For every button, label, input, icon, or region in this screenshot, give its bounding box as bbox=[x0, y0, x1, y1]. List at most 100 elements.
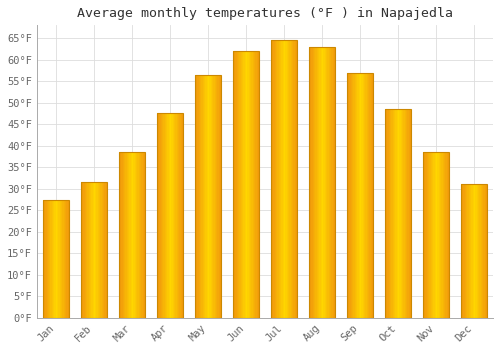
Bar bbox=[346, 72, 348, 318]
Bar bbox=[56, 199, 57, 318]
Bar bbox=[316, 47, 318, 318]
Bar bbox=[200, 75, 201, 318]
Bar bbox=[272, 40, 274, 318]
Bar bbox=[217, 75, 218, 318]
Bar bbox=[126, 152, 128, 318]
Bar bbox=[356, 72, 358, 318]
Bar bbox=[220, 75, 221, 318]
Bar bbox=[426, 152, 428, 318]
Bar bbox=[292, 40, 294, 318]
Bar bbox=[194, 75, 196, 318]
Bar bbox=[472, 184, 474, 318]
Bar bbox=[244, 51, 246, 318]
Bar bbox=[122, 152, 124, 318]
Bar bbox=[178, 113, 179, 318]
Bar bbox=[54, 199, 56, 318]
Bar bbox=[167, 113, 168, 318]
Bar bbox=[92, 182, 94, 318]
Bar bbox=[202, 75, 204, 318]
Bar bbox=[68, 199, 69, 318]
Bar bbox=[44, 199, 45, 318]
Bar bbox=[64, 199, 65, 318]
Bar bbox=[49, 199, 50, 318]
Bar bbox=[238, 51, 240, 318]
Bar bbox=[175, 113, 176, 318]
Bar bbox=[172, 113, 174, 318]
Bar bbox=[348, 72, 350, 318]
Bar bbox=[280, 40, 281, 318]
Bar bbox=[42, 199, 69, 318]
Bar bbox=[322, 47, 324, 318]
Bar bbox=[368, 72, 370, 318]
Bar bbox=[232, 51, 259, 318]
Bar bbox=[474, 184, 476, 318]
Bar bbox=[156, 113, 158, 318]
Bar bbox=[296, 40, 297, 318]
Bar bbox=[168, 113, 170, 318]
Bar bbox=[132, 152, 133, 318]
Bar bbox=[121, 152, 122, 318]
Bar bbox=[406, 109, 407, 318]
Bar bbox=[256, 51, 258, 318]
Bar bbox=[248, 51, 250, 318]
Bar bbox=[204, 75, 205, 318]
Bar bbox=[460, 184, 462, 318]
Bar bbox=[282, 40, 284, 318]
Bar bbox=[82, 182, 83, 318]
Bar bbox=[196, 75, 198, 318]
Bar bbox=[402, 109, 404, 318]
Bar bbox=[255, 51, 256, 318]
Bar bbox=[104, 182, 106, 318]
Bar bbox=[102, 182, 103, 318]
Title: Average monthly temperatures (°F ) in Napajedla: Average monthly temperatures (°F ) in Na… bbox=[77, 7, 453, 20]
Bar bbox=[210, 75, 212, 318]
Bar bbox=[234, 51, 235, 318]
Bar bbox=[394, 109, 396, 318]
Bar bbox=[80, 182, 107, 318]
Bar bbox=[334, 47, 336, 318]
Bar bbox=[57, 199, 58, 318]
Bar bbox=[141, 152, 142, 318]
Bar bbox=[308, 47, 310, 318]
Bar bbox=[444, 152, 446, 318]
Bar bbox=[392, 109, 394, 318]
Bar bbox=[358, 72, 360, 318]
Bar bbox=[386, 109, 388, 318]
Bar bbox=[206, 75, 208, 318]
Bar bbox=[129, 152, 130, 318]
Bar bbox=[84, 182, 86, 318]
Bar bbox=[171, 113, 172, 318]
Bar bbox=[214, 75, 216, 318]
Bar bbox=[372, 72, 374, 318]
Bar bbox=[125, 152, 126, 318]
Bar bbox=[53, 199, 54, 318]
Bar bbox=[48, 199, 49, 318]
Bar bbox=[482, 184, 484, 318]
Bar bbox=[362, 72, 364, 318]
Bar bbox=[424, 152, 426, 318]
Bar bbox=[138, 152, 140, 318]
Bar bbox=[118, 152, 145, 318]
Bar bbox=[162, 113, 163, 318]
Bar bbox=[128, 152, 129, 318]
Bar bbox=[136, 152, 137, 318]
Bar bbox=[83, 182, 84, 318]
Bar bbox=[320, 47, 322, 318]
Bar bbox=[390, 109, 392, 318]
Bar bbox=[480, 184, 482, 318]
Bar bbox=[276, 40, 278, 318]
Bar bbox=[158, 113, 159, 318]
Bar bbox=[218, 75, 220, 318]
Bar bbox=[94, 182, 95, 318]
Bar bbox=[142, 152, 144, 318]
Bar bbox=[80, 182, 82, 318]
Bar bbox=[96, 182, 98, 318]
Bar bbox=[42, 199, 44, 318]
Bar bbox=[326, 47, 328, 318]
Bar bbox=[400, 109, 402, 318]
Bar bbox=[133, 152, 134, 318]
Bar bbox=[462, 184, 464, 318]
Bar bbox=[284, 40, 286, 318]
Bar bbox=[163, 113, 164, 318]
Bar bbox=[384, 109, 411, 318]
